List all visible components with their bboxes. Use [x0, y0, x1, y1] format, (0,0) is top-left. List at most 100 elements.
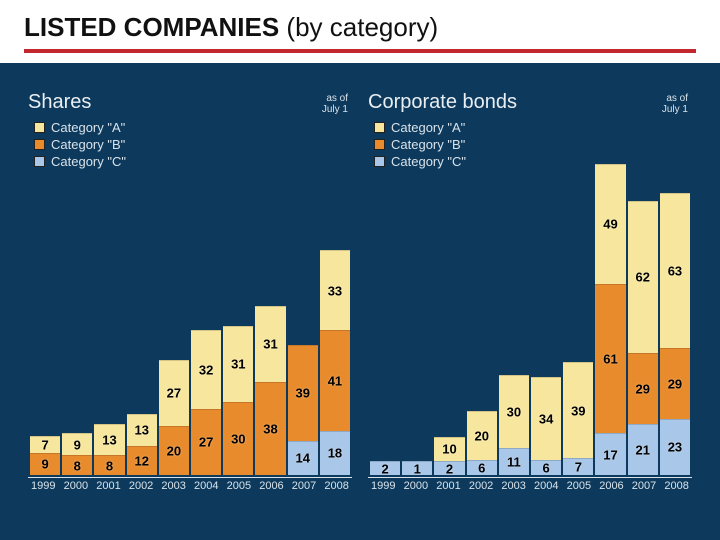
- bar-2002: 20 6: [467, 411, 497, 475]
- xaxis-year: 2004: [191, 480, 222, 492]
- xaxis-year: 2005: [224, 480, 255, 492]
- segment: 39: [563, 362, 593, 458]
- bar-2008: 334118: [320, 250, 350, 475]
- segment: 6: [531, 460, 561, 475]
- panel-title-bonds: Corporate bonds: [368, 91, 692, 114]
- segment-value: 34: [539, 412, 553, 427]
- segment: 13: [127, 414, 157, 446]
- xaxis-year: 2004: [531, 480, 562, 492]
- segment-value: 30: [507, 404, 521, 419]
- swatch-c-icon: [34, 156, 45, 167]
- title-bold: LISTED COMPANIES: [24, 12, 279, 42]
- bar-2002: 1312: [127, 414, 157, 475]
- segment-value: 62: [635, 270, 649, 285]
- segment-value: 1: [414, 461, 421, 476]
- segment: 62: [628, 201, 658, 353]
- segment-value: 39: [295, 386, 309, 401]
- segment: 32: [191, 330, 221, 408]
- xaxis-year: 2001: [93, 480, 124, 492]
- panel-bonds: Corporate bonds as of July 1 Category "A…: [368, 91, 692, 492]
- segment-value: 30: [231, 431, 245, 446]
- xaxis-year: 2008: [321, 480, 352, 492]
- page-title: LISTED COMPANIES (by category): [24, 12, 696, 43]
- segment-value: 20: [474, 429, 488, 444]
- segment: 29: [628, 353, 658, 424]
- segment: 39: [288, 345, 318, 441]
- legend-item-b: Category "B": [34, 137, 352, 152]
- xaxis-year: 1999: [28, 480, 59, 492]
- bar-2003: 30 11: [499, 375, 529, 475]
- bar-2004: 34 6: [531, 377, 561, 475]
- segment: 63: [660, 193, 690, 347]
- segment-value: 2: [381, 461, 388, 476]
- segment: 29: [660, 348, 690, 419]
- segment: 41: [320, 330, 350, 430]
- segment-value: 2: [446, 461, 453, 476]
- xaxis-year: 2003: [498, 480, 529, 492]
- bar-2007: 39 14: [288, 345, 318, 475]
- segment: 1: [402, 461, 432, 475]
- segment-value: 31: [231, 357, 245, 372]
- swatch-a-icon: [374, 122, 385, 133]
- segment: 8: [94, 455, 124, 475]
- segment-value: 21: [635, 442, 649, 457]
- bar-2007: 62 29 21: [628, 201, 658, 475]
- xaxis-year: 2000: [61, 480, 92, 492]
- segment: 23: [660, 419, 690, 475]
- segment: 9: [30, 453, 60, 475]
- segment: 13: [94, 424, 124, 456]
- segment-value: 41: [328, 374, 342, 389]
- segment: 7: [30, 436, 60, 453]
- bar-2006: 3138: [255, 306, 285, 475]
- segment: 61: [595, 284, 625, 433]
- segment: 11: [499, 448, 529, 475]
- xaxis-year: 1999: [368, 480, 399, 492]
- segment-value: 11: [507, 455, 521, 470]
- segment: 21: [628, 424, 658, 475]
- segment-value: 32: [199, 363, 213, 378]
- segment-value: 61: [603, 352, 617, 367]
- segment: 2: [434, 461, 464, 475]
- segment: 18: [320, 431, 350, 475]
- segment-value: 13: [134, 423, 148, 438]
- asof-bonds: as of July 1: [662, 93, 688, 115]
- segment: 49: [595, 164, 625, 284]
- segment: 7: [563, 458, 593, 475]
- segment: 6: [467, 460, 497, 475]
- segment: 30: [223, 402, 253, 476]
- bar-2000: 98: [62, 433, 92, 475]
- segment: 8: [62, 455, 92, 475]
- segment-value: 63: [668, 263, 682, 278]
- segment: 20: [159, 426, 189, 475]
- segment-value: 8: [106, 458, 113, 473]
- bar-2001: 102: [434, 437, 464, 476]
- segment-value: 27: [199, 435, 213, 450]
- title-bar: LISTED COMPANIES (by category): [0, 0, 720, 63]
- xaxis-year: 2002: [126, 480, 157, 492]
- charts-row: Shares as of July 1 Category "A" Categor…: [0, 63, 720, 492]
- segment-value: 14: [295, 451, 309, 466]
- legend-item-c: Category "C": [374, 154, 692, 169]
- segment-value: 38: [263, 421, 277, 436]
- segment: 10: [434, 437, 464, 462]
- swatch-b-icon: [34, 139, 45, 150]
- segment-value: 6: [478, 461, 485, 476]
- segment: 27: [191, 409, 221, 475]
- panel-title-shares: Shares: [28, 91, 352, 114]
- segment: 14: [288, 441, 318, 475]
- bar-1999: 2: [370, 461, 400, 475]
- legend-item-b: Category "B": [374, 137, 692, 152]
- segment-value: 29: [635, 381, 649, 396]
- xaxis-year: 2000: [401, 480, 432, 492]
- segment-value: 6: [542, 461, 549, 476]
- legend-bonds: Category "A" Category "B" Category "C": [374, 120, 692, 169]
- xaxis-year: 2006: [256, 480, 287, 492]
- xaxis-year: 2003: [158, 480, 189, 492]
- segment: 34: [531, 377, 561, 460]
- legend-item-a: Category "A": [374, 120, 692, 135]
- segment: 27: [159, 360, 189, 426]
- segment-value: 20: [167, 444, 181, 459]
- segment-value: 9: [74, 437, 81, 452]
- segment: 17: [595, 433, 625, 475]
- segment: 2: [370, 461, 400, 475]
